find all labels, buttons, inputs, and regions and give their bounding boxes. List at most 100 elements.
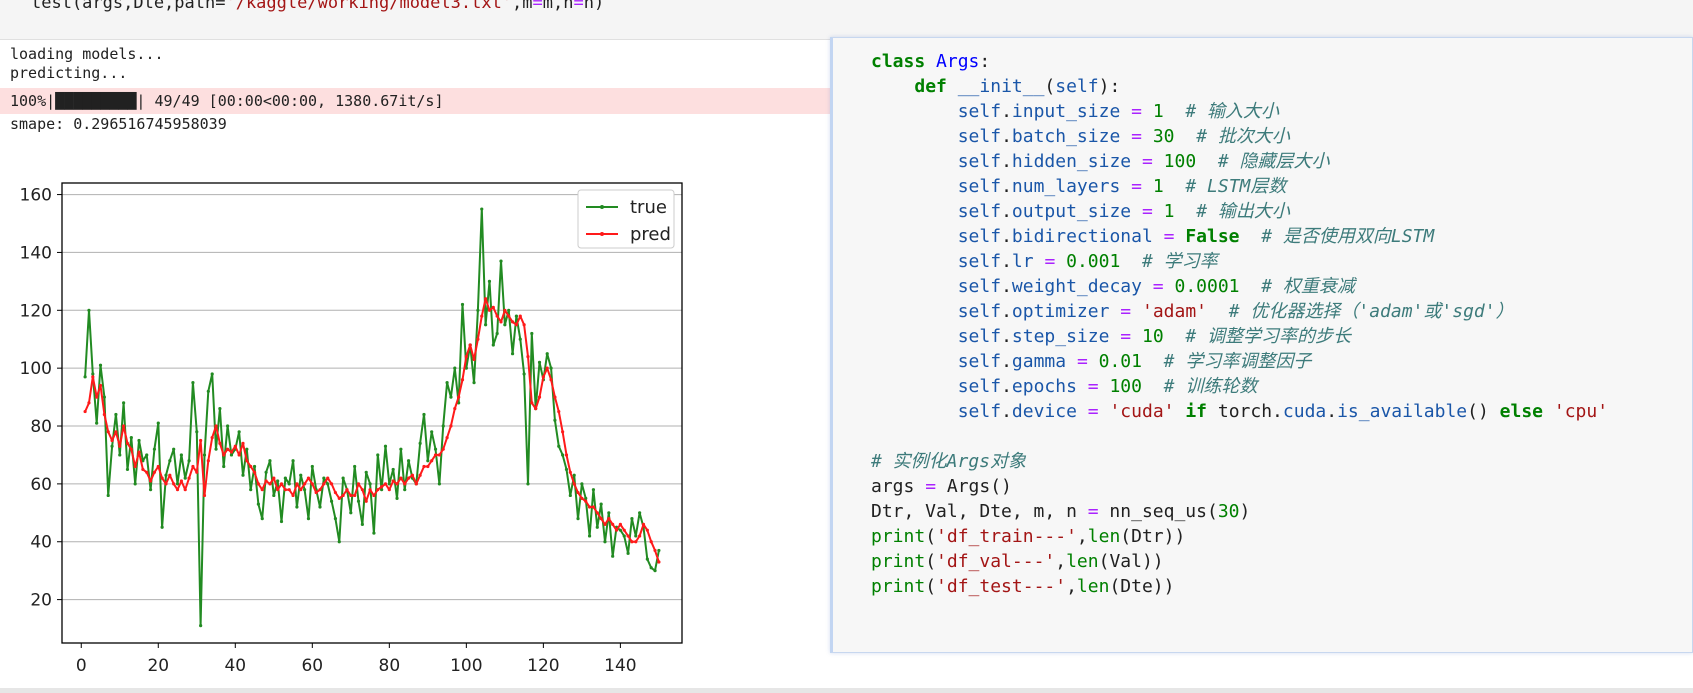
data-point-true [118, 453, 122, 457]
legend-label-true: true [630, 197, 667, 218]
data-point-pred [295, 482, 299, 486]
data-point-pred [380, 485, 384, 489]
code-editor-cell[interactable]: class Args: def __init__(self): self.inp… [830, 37, 1693, 653]
data-point-pred [303, 482, 307, 486]
data-point-pred [387, 488, 391, 492]
code-token: self [957, 226, 1002, 247]
data-point-true [199, 624, 203, 628]
code-token: (Val)) [1098, 551, 1164, 572]
data-point-pred [299, 488, 303, 492]
y-axis-ticks: 20 40 60 80 100 120 140 160 [20, 186, 62, 611]
code-token: 10 [1141, 326, 1164, 347]
code-token: . [1001, 301, 1012, 322]
data-point-pred [314, 490, 318, 495]
data-point-pred [195, 470, 199, 474]
code-token: cuda [1282, 401, 1327, 422]
data-point-pred [345, 488, 349, 492]
code-token: , [1066, 576, 1077, 597]
code-line: self.bidirectional = False # 是否使用双向LSTM [871, 223, 1435, 250]
code-token [1142, 276, 1153, 297]
data-point-pred [626, 534, 630, 538]
x-tick-label: 60 [301, 656, 323, 676]
data-point-pred [329, 482, 334, 486]
code-token: 1 [1152, 176, 1164, 197]
data-point-true [225, 424, 230, 428]
code-token: 100 [1109, 376, 1142, 397]
data-point-pred [264, 479, 268, 483]
code-token [871, 76, 914, 97]
output-text-predicting: predicting... [10, 64, 128, 82]
data-point-true [453, 366, 457, 370]
code-token: . [1001, 101, 1012, 122]
code-line: self.epochs = 100 # 训练轮数 [871, 373, 1258, 400]
smape-result: smape: 0.296516745958039 [10, 115, 227, 133]
data-point-true [422, 412, 426, 417]
code-token [1142, 376, 1164, 397]
code-token: = [1087, 401, 1099, 422]
code-token [1066, 351, 1077, 372]
data-point-pred [468, 343, 472, 347]
data-point-true [106, 493, 110, 498]
code-token: 0.01 [1098, 351, 1142, 372]
progress-bar-text: 100%|█████████| 49/49 [00:00<00:00, 1380… [10, 92, 444, 110]
code-token: 'df_val---' [936, 551, 1056, 572]
data-point-true [561, 453, 565, 457]
data-point-pred [599, 516, 603, 521]
data-point-pred [245, 459, 249, 463]
data-point-pred [591, 505, 596, 509]
bottom-scrollbar[interactable] [0, 688, 1693, 693]
code-line: self.hidden_size = 100 # 隐藏层大小 [871, 148, 1330, 175]
data-point-pred [587, 505, 592, 509]
data-point-pred [218, 441, 222, 445]
data-point-pred [653, 548, 657, 553]
code-token: self [957, 276, 1002, 297]
code-token [1131, 301, 1142, 322]
code-token: if [1185, 401, 1208, 422]
data-point-pred [638, 534, 642, 538]
data-point-true [437, 482, 441, 486]
code-operator: = [573, 0, 584, 13]
code-line: self.lr = 0.001 # 学习率 [871, 248, 1218, 275]
data-point-true [364, 470, 368, 474]
data-point-pred [125, 441, 130, 445]
code-token: 'cpu' [1553, 401, 1609, 422]
data-point-pred [376, 488, 380, 492]
data-point-pred [603, 522, 607, 526]
data-point-true [337, 540, 341, 544]
code-token: = [1120, 326, 1132, 347]
code-token: torch. [1207, 401, 1283, 422]
code-line: test(args,Dte,path='/kaggle/working/mode… [31, 0, 604, 13]
code-operator: = [532, 0, 543, 13]
data-point-true [653, 569, 657, 573]
data-point-pred [614, 528, 619, 532]
data-point-true [210, 372, 214, 376]
data-point-pred [353, 493, 357, 498]
code-token: ( [1044, 76, 1056, 97]
data-point-pred [260, 488, 264, 492]
code-token: ( [925, 576, 937, 597]
data-point-pred [549, 378, 553, 382]
data-point-true [245, 447, 249, 451]
data-point-pred [564, 453, 569, 457]
data-point-true [576, 516, 580, 521]
data-point-true [476, 308, 480, 312]
data-point-pred [426, 464, 430, 469]
data-point-pred [272, 476, 276, 480]
code-token: ): [1098, 76, 1121, 97]
data-point-true [249, 488, 253, 492]
previous-code-cell[interactable]: test(args,Dte,path='/kaggle/working/mode… [0, 0, 1693, 40]
code-token: def [914, 76, 958, 97]
code-token [1164, 176, 1186, 197]
data-point-pred [276, 488, 280, 492]
code-token: self [957, 351, 1002, 372]
data-point-true [114, 412, 118, 417]
data-point-pred [484, 297, 488, 301]
data-point-pred [252, 470, 257, 474]
data-point-pred [356, 482, 361, 486]
data-point-pred [187, 476, 191, 480]
code-token: # LSTM层数 [1185, 176, 1287, 197]
data-point-pred [333, 490, 338, 495]
data-point-true [110, 444, 114, 448]
output-text-loading: loading models... [10, 45, 164, 63]
data-point-pred [129, 447, 133, 451]
